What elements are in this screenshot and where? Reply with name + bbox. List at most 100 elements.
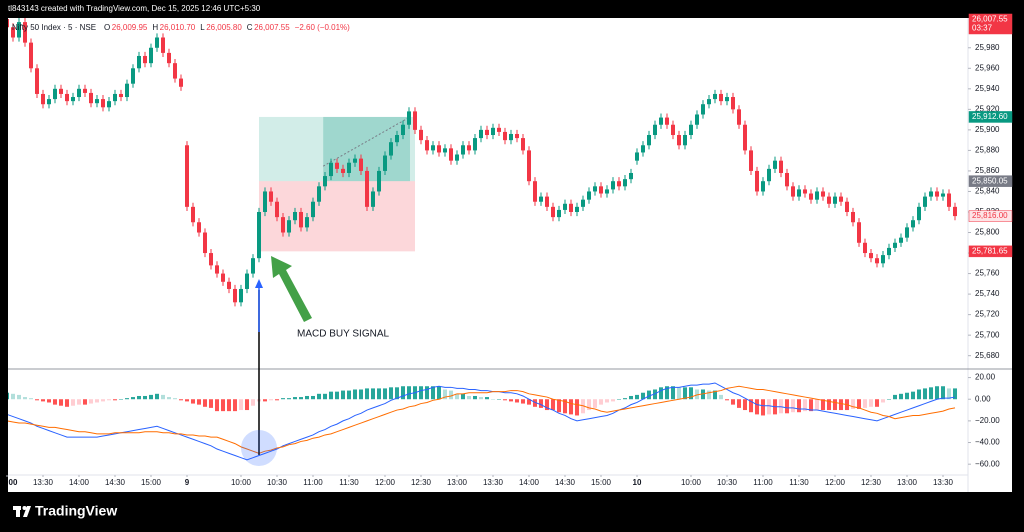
y-tick-label: 25,860 xyxy=(975,166,1000,175)
y-tick-label: 25,800 xyxy=(975,228,1000,237)
candle-body xyxy=(383,155,387,171)
countdown-label: 03:37 xyxy=(972,24,993,33)
candle-body xyxy=(737,109,741,125)
legend-text: C xyxy=(247,23,253,32)
histogram-bar xyxy=(419,386,423,400)
price-tag xyxy=(968,245,1013,258)
histogram-bar xyxy=(527,399,531,405)
candle-body xyxy=(29,42,33,69)
x-tick-label: 12:00 xyxy=(375,478,396,487)
candle-body xyxy=(371,191,375,207)
histogram-bar xyxy=(719,394,723,400)
histogram-bar xyxy=(917,389,921,400)
histogram-bar xyxy=(467,395,471,400)
y-tick-label: 25,840 xyxy=(975,187,1000,196)
histogram-bar xyxy=(239,399,243,411)
histogram-bar xyxy=(227,399,231,412)
macd-pane xyxy=(8,382,957,461)
candle-body xyxy=(335,162,339,169)
histogram-bar xyxy=(449,390,453,400)
histogram-bar xyxy=(749,399,753,413)
x-tick-label: 13:30 xyxy=(483,478,504,487)
x-tick-label: 13:30 xyxy=(33,478,54,487)
histogram-bar xyxy=(425,386,429,400)
x-tick-label: 13:00 xyxy=(897,478,918,487)
histogram-bar xyxy=(905,392,909,400)
histogram-bar xyxy=(29,398,33,400)
candle-body xyxy=(839,196,843,202)
candle-body xyxy=(11,27,15,38)
candle-body xyxy=(575,206,579,212)
candle-body xyxy=(743,124,747,151)
histogram-bar xyxy=(809,399,813,412)
candle-body xyxy=(791,186,795,197)
histogram-bar xyxy=(797,399,801,413)
candle-body xyxy=(269,191,273,202)
candle-body xyxy=(155,37,159,48)
histogram-bar xyxy=(515,399,519,403)
stop-zone xyxy=(259,181,415,252)
histogram-bar xyxy=(215,399,219,412)
candle-body xyxy=(161,37,165,53)
candle-body xyxy=(47,99,51,105)
histogram-bar xyxy=(857,399,861,409)
histogram-bar xyxy=(365,388,369,400)
legend-text: 26,010.70 xyxy=(160,23,196,32)
macd-line xyxy=(8,382,956,461)
histogram-bar xyxy=(569,399,573,415)
chart-area xyxy=(8,18,1012,492)
candle-body xyxy=(827,196,831,204)
annotations: MACD BUY SIGNAL xyxy=(241,256,389,466)
candle-body xyxy=(401,124,405,136)
histogram-bar xyxy=(443,389,447,400)
candle-body xyxy=(179,78,183,87)
histogram-bar xyxy=(833,399,837,411)
x-tick-label: 15:00 xyxy=(141,478,162,487)
histogram-bar xyxy=(173,398,177,400)
candle-body xyxy=(17,22,21,38)
histogram-bar xyxy=(821,399,825,411)
candle-body xyxy=(227,281,231,289)
x-tick-label: 14:00 xyxy=(69,478,90,487)
histogram-bar xyxy=(851,399,855,409)
histogram-bar xyxy=(329,391,333,400)
candle-body xyxy=(935,191,939,197)
histogram-bar xyxy=(665,386,669,400)
candle-body xyxy=(389,142,393,156)
price-tag xyxy=(968,111,1013,123)
histogram-bar xyxy=(407,386,411,400)
price-tag xyxy=(968,210,1013,222)
candle-body xyxy=(857,222,861,243)
candle-body xyxy=(569,203,573,212)
histogram-bar xyxy=(701,389,705,400)
candle-body xyxy=(731,97,735,110)
candle-body xyxy=(317,186,321,202)
histogram-bar xyxy=(887,399,891,400)
histogram-bar xyxy=(47,399,51,403)
histogram-bar xyxy=(863,399,867,408)
histogram-bar xyxy=(497,399,501,400)
candle-body xyxy=(419,129,423,141)
price-pane xyxy=(8,18,957,307)
price-tag-label: 25,781.65 xyxy=(972,246,1008,255)
x-tick-label: 11:00 xyxy=(753,478,773,487)
histogram-bar xyxy=(473,395,477,400)
candle-body xyxy=(143,55,147,64)
histogram-bar xyxy=(389,387,393,400)
candle-body xyxy=(233,288,237,303)
candle-body xyxy=(107,101,111,108)
candle-body xyxy=(929,191,933,197)
signal-arrow-head xyxy=(255,279,263,288)
candle-body xyxy=(41,93,45,105)
histogram-bar xyxy=(311,395,315,400)
histogram-bar xyxy=(83,399,87,405)
histogram-bar xyxy=(839,399,843,411)
histogram-bar xyxy=(815,399,819,411)
legend-text: H xyxy=(152,23,158,32)
histogram-bar xyxy=(599,399,603,405)
x-tick-label: 12:30 xyxy=(411,478,432,487)
histogram-bar xyxy=(731,399,735,405)
histogram-bar xyxy=(401,386,405,400)
candle-body xyxy=(713,93,717,100)
